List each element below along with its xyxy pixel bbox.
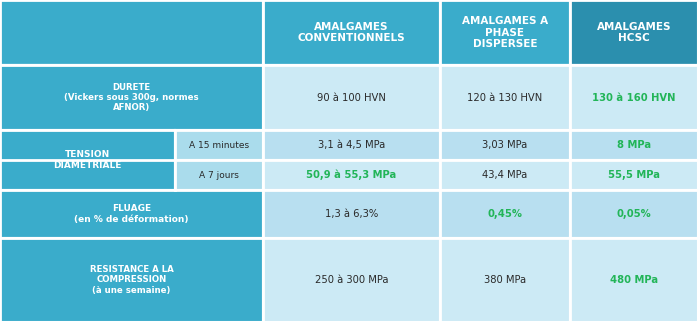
Text: RESISTANCE A LA
COMPRESSION
(à une semaine): RESISTANCE A LA COMPRESSION (à une semai… [89, 265, 173, 295]
Text: 0,05%: 0,05% [616, 209, 651, 219]
Text: 8 MPa: 8 MPa [617, 140, 651, 150]
Bar [570, 190, 698, 238]
Text: FLUAGE
(en % de déformation): FLUAGE (en % de déformation) [74, 204, 188, 224]
Text: TENSION
DIAMETRIALE: TENSION DIAMETRIALE [53, 150, 121, 170]
Text: 250 à 300 MPa: 250 à 300 MPa [315, 275, 388, 285]
Bar [0, 160, 698, 190]
Text: 55,5 MPa: 55,5 MPa [608, 170, 660, 180]
Bar [0, 0, 263, 65]
Bar [0, 190, 263, 238]
Text: 480 MPa: 480 MPa [610, 275, 658, 285]
Text: AMALGAMES A
PHASE
DISPERSEE: AMALGAMES A PHASE DISPERSEE [462, 16, 548, 49]
Bar [440, 65, 570, 130]
Bar [263, 130, 440, 160]
Text: A 7 jours: A 7 jours [199, 171, 239, 179]
Bar [175, 130, 263, 160]
Bar [440, 0, 570, 65]
Text: A 15 minutes: A 15 minutes [189, 140, 249, 149]
Text: AMALGAMES
CONVENTIONNELS: AMALGAMES CONVENTIONNELS [297, 22, 406, 43]
Text: 380 MPa: 380 MPa [484, 275, 526, 285]
Bar [570, 65, 698, 130]
Bar [263, 0, 440, 65]
Bar [0, 238, 698, 322]
Bar [570, 160, 698, 190]
Bar [440, 238, 570, 322]
Bar [263, 238, 440, 322]
Bar [0, 190, 698, 238]
Bar [570, 130, 698, 160]
Text: 1,3 à 6,3%: 1,3 à 6,3% [325, 209, 378, 219]
Text: 90 à 100 HVN: 90 à 100 HVN [317, 92, 386, 102]
Bar [0, 65, 263, 130]
Bar [570, 0, 698, 65]
Bar [0, 130, 175, 190]
Text: 3,1 à 4,5 MPa: 3,1 à 4,5 MPa [318, 140, 385, 150]
Bar [263, 190, 440, 238]
Bar [0, 130, 698, 160]
Text: 43,4 MPa: 43,4 MPa [482, 170, 528, 180]
Bar [440, 130, 570, 160]
Bar [263, 160, 440, 190]
Bar [263, 65, 440, 130]
Bar [175, 160, 263, 190]
Text: AMALGAMES
HCSC: AMALGAMES HCSC [597, 22, 671, 43]
Text: 0,45%: 0,45% [487, 209, 523, 219]
Text: DURETE
(Vickers sous 300g, normes
AFNOR): DURETE (Vickers sous 300g, normes AFNOR) [64, 83, 199, 112]
Text: 3,03 MPa: 3,03 MPa [482, 140, 528, 150]
Bar [0, 238, 263, 322]
Bar [0, 65, 698, 130]
Bar [440, 160, 570, 190]
Bar [440, 190, 570, 238]
Text: 130 à 160 HVN: 130 à 160 HVN [592, 92, 676, 102]
Text: 50,9 à 55,3 MPa: 50,9 à 55,3 MPa [306, 170, 396, 180]
Text: 120 à 130 HVN: 120 à 130 HVN [468, 92, 542, 102]
Bar [570, 238, 698, 322]
